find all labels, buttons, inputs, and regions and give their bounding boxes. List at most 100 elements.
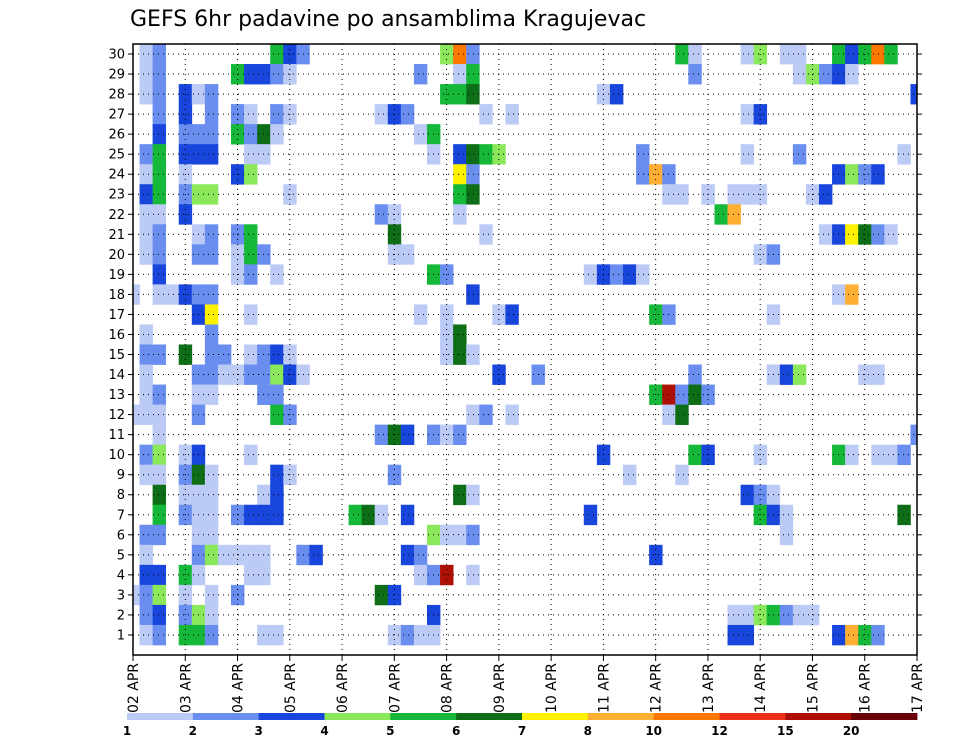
y-tick-label: 30 [108, 48, 125, 63]
heatmap-cell [139, 184, 153, 205]
heatmap-cell [374, 104, 389, 125]
heatmap-cell [152, 104, 167, 125]
heatmap-cell [740, 184, 755, 205]
heatmap-cell [805, 604, 820, 626]
y-tick-label: 6 [117, 528, 125, 543]
colorbar-segment [785, 713, 852, 720]
heatmap-cell [479, 224, 493, 245]
heatmap-cell [139, 384, 153, 405]
heatmap-cell [152, 444, 167, 466]
colorbar-label: 1 [123, 724, 131, 738]
colorbar-label: 5 [386, 724, 394, 738]
heatmap-cell [466, 184, 480, 205]
y-tick-label: 2 [117, 608, 125, 623]
y-tick-label: 8 [117, 488, 125, 503]
heatmap-cells [133, 44, 918, 646]
y-tick-label: 1 [117, 628, 125, 643]
heatmap-cell [845, 64, 859, 85]
heatmap-cell [152, 584, 167, 606]
heatmap-cell [871, 444, 885, 466]
colorbar-label: 12 [711, 724, 728, 738]
heatmap-cell [675, 44, 689, 65]
y-tick-label: 29 [108, 68, 125, 83]
heatmap-cell [139, 564, 153, 586]
heatmap-cell [466, 84, 480, 105]
heatmap-cell [152, 384, 167, 405]
heatmap-cell [152, 504, 167, 526]
heatmap-cell [244, 164, 258, 185]
heatmap-cell [740, 44, 755, 65]
heatmap-cell [152, 264, 167, 285]
x-tick-label: 03 APR [178, 663, 194, 713]
heatmap-cell [244, 544, 258, 566]
heatmap-cell [270, 64, 284, 85]
colorbar-segment [390, 713, 457, 720]
heatmap-cell [649, 544, 663, 566]
heatmap-cell [792, 64, 807, 85]
heatmap-cell [609, 84, 624, 105]
heatmap-cell [270, 464, 284, 486]
heatmap-cell [244, 304, 258, 325]
heatmap-cell [204, 224, 219, 245]
heatmap-cell [871, 624, 885, 646]
heatmap-cell [466, 44, 480, 65]
heatmap-cell [740, 604, 755, 626]
y-tick-label: 23 [108, 188, 125, 203]
heatmap-cell [133, 284, 140, 305]
y-tick-label: 28 [108, 88, 125, 103]
heatmap-cell [204, 604, 219, 626]
heatmap-cell [871, 164, 885, 185]
heatmap-cell [244, 364, 258, 385]
heatmap-cell [152, 164, 167, 185]
colorbar-segment [258, 713, 325, 720]
heatmap-cell [623, 464, 637, 486]
heatmap-cell [636, 144, 650, 165]
heatmap-cell [270, 344, 284, 365]
y-tick-label: 16 [108, 328, 125, 343]
heatmap-cell [204, 144, 219, 165]
heatmap-cell [792, 44, 807, 65]
heatmap-cell [740, 624, 755, 646]
heatmap-cell [139, 444, 153, 466]
heatmap-cell [845, 164, 859, 185]
y-tick-label: 20 [108, 248, 125, 263]
heatmap-cell [466, 64, 480, 85]
heatmap-cell [609, 264, 624, 285]
heatmap-cell [453, 64, 467, 85]
heatmap-cell [152, 344, 167, 365]
heatmap-cell [139, 404, 153, 425]
heatmap-cell [204, 284, 219, 305]
heatmap-cell [152, 604, 167, 626]
colorbar-label: 4 [320, 724, 328, 738]
heatmap-cell [779, 504, 794, 526]
x-tick-label: 02 APR [126, 663, 142, 713]
heatmap-cell [133, 404, 140, 425]
heatmap-cell [636, 164, 650, 185]
heatmap-cell [204, 584, 219, 606]
heatmap-cell [204, 624, 219, 646]
colorbar-segment [127, 713, 194, 720]
y-tick-label: 10 [108, 448, 125, 463]
heatmap-cell [453, 524, 467, 546]
heatmap-cell [152, 284, 167, 305]
heatmap-cell [688, 444, 702, 466]
heatmap-cell [466, 524, 480, 546]
x-tick-label: 16 APR [858, 663, 874, 713]
heatmap-cell [819, 224, 833, 245]
heatmap-cell [231, 584, 245, 606]
x-tick-label: 07 APR [387, 663, 403, 713]
colorbar-label: 8 [584, 724, 592, 738]
colorbar-segment [851, 713, 918, 720]
colorbar-segment [719, 713, 786, 720]
x-tick-label: 12 APR [649, 663, 665, 713]
x-tick-label: 11 APR [596, 663, 612, 713]
heatmap-cell [374, 584, 389, 606]
colorbar-label: 10 [645, 724, 662, 738]
heatmap-cell [152, 244, 167, 265]
heatmap-cell [152, 144, 167, 165]
heatmap-cell [139, 364, 153, 385]
heatmap-cell [413, 124, 428, 145]
colorbar-segment [522, 713, 589, 720]
heatmap-cell [374, 424, 389, 445]
